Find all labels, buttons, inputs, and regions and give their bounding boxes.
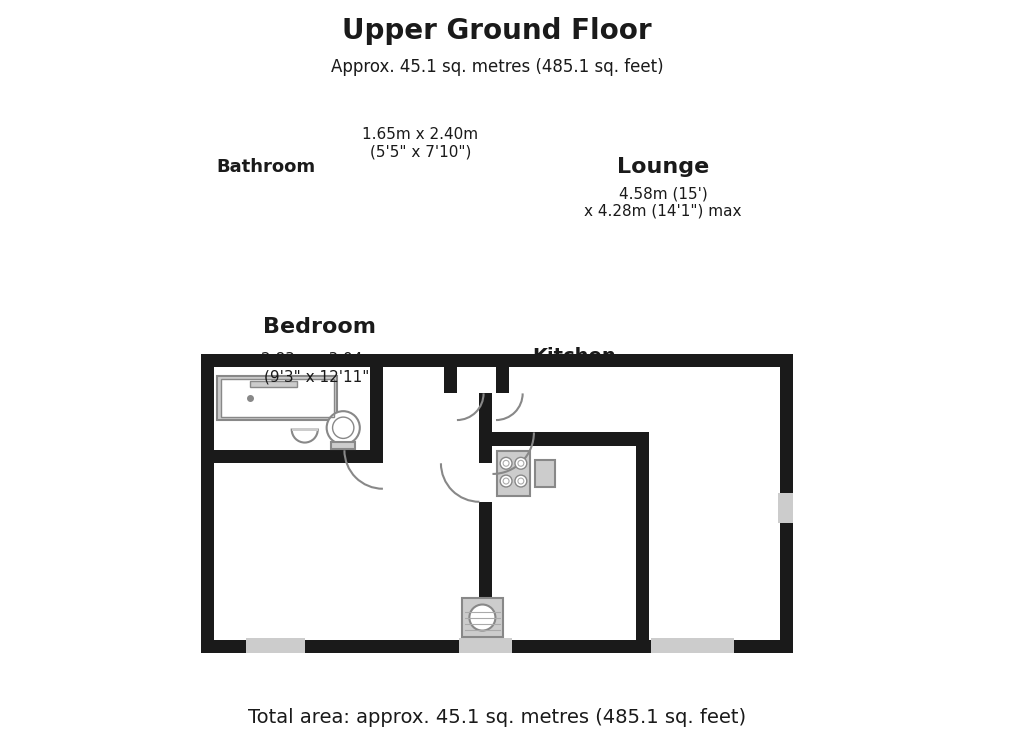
Text: 4.58m (15')
x 4.28m (14'1") max: 4.58m (15') x 4.28m (14'1") max (585, 186, 741, 219)
Text: 1.65m x 2.40m
(5'5" x 7'10"): 1.65m x 2.40m (5'5" x 7'10") (362, 127, 478, 160)
Bar (220, 379, 334, 417)
Bar (479, 464, 493, 502)
Text: Approx. 45.1 sq. metres (485.1 sq. feet): Approx. 45.1 sq. metres (485.1 sq. feet) (331, 57, 664, 76)
Bar (220, 379, 334, 417)
Circle shape (518, 461, 524, 467)
Bar (535, 461, 555, 487)
Bar (457, 367, 496, 393)
Bar (292, 428, 317, 431)
Bar (535, 461, 555, 487)
Bar (462, 598, 503, 637)
Bar (498, 452, 529, 496)
Bar (370, 367, 383, 464)
Bar (459, 638, 512, 653)
Bar (778, 493, 794, 522)
Bar (214, 450, 383, 464)
Bar (217, 376, 337, 420)
Bar (443, 354, 509, 367)
Bar (498, 452, 529, 496)
Circle shape (327, 411, 359, 444)
Circle shape (503, 461, 509, 467)
Text: Bathroom: Bathroom (217, 158, 315, 176)
Bar (332, 442, 355, 449)
Text: Kitchen: Kitchen (532, 347, 616, 366)
Wedge shape (292, 429, 317, 443)
Circle shape (469, 605, 496, 631)
Bar (246, 638, 305, 653)
Circle shape (333, 417, 354, 438)
Circle shape (515, 458, 526, 470)
Bar (651, 638, 734, 653)
Bar (479, 367, 493, 640)
Bar (214, 367, 780, 640)
Text: Lounge: Lounge (616, 158, 710, 177)
Text: Total area: approx. 45.1 sq. metres (485.1 sq. feet): Total area: approx. 45.1 sq. metres (485… (248, 708, 746, 727)
Bar (250, 381, 297, 387)
Text: Bedroom: Bedroom (263, 317, 376, 337)
Bar (250, 381, 297, 387)
Circle shape (500, 458, 512, 470)
Bar (636, 432, 649, 640)
Bar (332, 442, 355, 449)
Circle shape (503, 478, 509, 484)
Bar (217, 376, 337, 420)
Circle shape (500, 475, 512, 487)
Bar (443, 367, 509, 393)
Circle shape (515, 475, 526, 487)
Bar (493, 432, 649, 446)
Text: Upper Ground Floor: Upper Ground Floor (342, 17, 652, 45)
Circle shape (518, 478, 524, 484)
Text: 2.83m x 3.94m
(9'3" x 12'11"): 2.83m x 3.94m (9'3" x 12'11") (261, 352, 378, 385)
Bar (462, 598, 503, 637)
Bar (201, 354, 794, 653)
